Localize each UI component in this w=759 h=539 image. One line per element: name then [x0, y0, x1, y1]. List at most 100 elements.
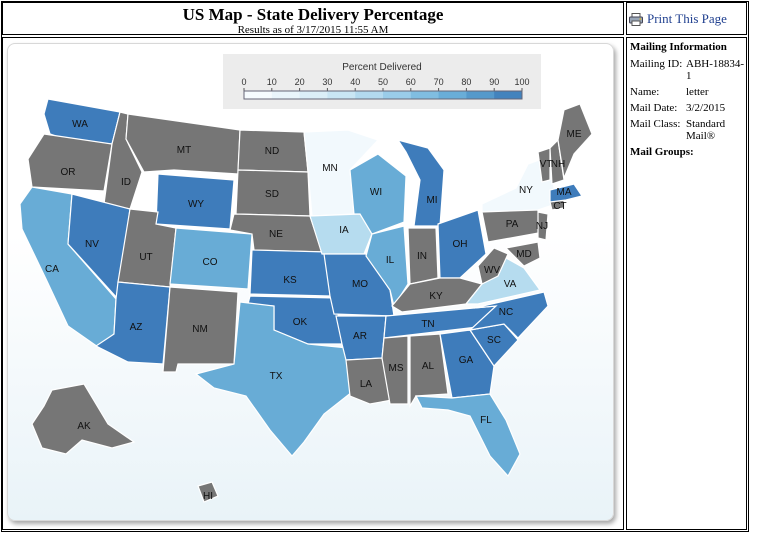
legend-tick-label: 50 — [378, 77, 388, 87]
state-nm[interactable] — [162, 286, 239, 373]
state-label: CA — [45, 264, 59, 275]
state-label: GA — [459, 355, 474, 366]
state-wi[interactable] — [349, 153, 407, 235]
info-label: Mail Date: — [630, 102, 678, 114]
legend-color-band — [383, 91, 412, 99]
legend-color-band — [327, 91, 356, 99]
legend-tick-label: 90 — [489, 77, 499, 87]
state-label: NJ — [536, 221, 548, 232]
state-nc[interactable] — [468, 291, 549, 339]
state-ga[interactable] — [439, 329, 495, 399]
state-label: NE — [269, 229, 283, 240]
state-ia[interactable] — [309, 213, 373, 255]
legend-tick-label: 0 — [241, 77, 246, 87]
state-label: ME — [567, 129, 582, 140]
state-tx[interactable] — [194, 301, 353, 457]
state-la[interactable] — [345, 357, 393, 405]
state-label: AL — [422, 361, 435, 372]
map-panel: Percent Delivered 0 10 20 30 40 50 60 70 80 90 100… — [7, 43, 614, 521]
state-label: MA — [557, 187, 572, 198]
state-co[interactable] — [169, 227, 253, 290]
state-label: NV — [85, 239, 99, 250]
state-label: NC — [499, 307, 513, 318]
legend-tick-label: 10 — [267, 77, 277, 87]
print-cell: Print This Page — [626, 2, 747, 35]
state-label: UT — [139, 252, 152, 263]
state-label: VT — [540, 159, 553, 170]
state-label: IL — [386, 255, 395, 266]
state-label: MD — [516, 249, 532, 260]
printer-icon — [629, 12, 643, 26]
info-value: letter — [686, 86, 709, 98]
state-label: ID — [121, 177, 131, 188]
state-label: OK — [293, 317, 308, 328]
report-frame — [1, 1, 749, 532]
state-al[interactable] — [409, 333, 449, 409]
state-label: MI — [426, 195, 437, 206]
legend-color-band — [494, 91, 523, 99]
legend-tick-label: 100 — [514, 77, 529, 87]
state-or[interactable] — [27, 133, 113, 192]
info-value: ABH-18834-1 — [686, 58, 745, 82]
legend-color-band — [410, 91, 440, 99]
legend-box — [223, 54, 541, 109]
legend-tick-label: 80 — [461, 77, 471, 87]
state-label: AK — [77, 421, 91, 432]
state-ks[interactable] — [249, 249, 331, 297]
state-label: WY — [188, 199, 204, 210]
state-label: MN — [322, 163, 338, 174]
state-label: AR — [353, 331, 367, 342]
state-me[interactable] — [557, 103, 593, 181]
legend-tick-label: 60 — [406, 77, 416, 87]
legend-tick-label: 70 — [434, 77, 444, 87]
state-label: OH — [453, 239, 468, 250]
state-mt[interactable] — [125, 113, 241, 175]
state-fl[interactable] — [415, 393, 521, 478]
state-label: TX — [270, 371, 283, 382]
legend-color-band — [299, 91, 328, 99]
state-label: WA — [72, 119, 88, 130]
info-row-name: Name: letter — [630, 86, 746, 98]
info-value: 3/2/2015 — [686, 102, 726, 114]
state-oh[interactable] — [437, 209, 487, 279]
info-row-mailing-id: Mailing ID: ABH-18834-1 — [630, 58, 746, 82]
state-label: WV — [484, 265, 500, 276]
print-page-link[interactable]: Print This Page — [629, 11, 746, 27]
state-label: AZ — [130, 322, 143, 333]
state-md[interactable] — [504, 241, 541, 267]
info-value: Standard Mail® — [686, 118, 726, 142]
state-wv[interactable] — [477, 247, 509, 285]
state-ma[interactable] — [549, 183, 583, 203]
state-label: FL — [480, 415, 492, 426]
legend-bar-outline — [243, 90, 523, 100]
state-mi[interactable] — [396, 139, 445, 227]
state-hi[interactable] — [197, 481, 219, 503]
legend-title: Percent Delivered — [342, 62, 421, 73]
state-label: MS — [389, 363, 404, 374]
legend-color-band — [271, 91, 301, 99]
state-label: SC — [487, 335, 501, 346]
state-ky[interactable] — [391, 277, 484, 313]
info-row-mail-date: Mail Date: 3/2/2015 — [630, 102, 746, 114]
mailing-info-heading: Mailing Information — [630, 41, 727, 53]
state-label: KS — [283, 275, 297, 286]
state-ak[interactable] — [31, 383, 136, 455]
state-label: ND — [265, 146, 279, 157]
report-header: US Map - State Delivery Percentage Resul… — [2, 2, 624, 36]
info-row-mail-class: Mail Class: Standard Mail® — [630, 118, 746, 142]
legend-color-band — [355, 91, 384, 99]
map-cell: Percent Delivered 0 10 20 30 40 50 60 70 80 90 100… — [2, 37, 624, 530]
state-ms[interactable] — [381, 335, 409, 405]
state-label: TN — [421, 319, 434, 330]
state-label: OR — [61, 167, 76, 178]
state-vt[interactable] — [537, 147, 551, 183]
state-label: HI — [203, 491, 213, 502]
info-label: Name: — [630, 86, 660, 98]
state-label: CT — [553, 201, 566, 212]
state-nh[interactable] — [549, 138, 565, 185]
mail-groups-label: Mail Groups: — [630, 146, 694, 158]
state-label: MT — [177, 145, 191, 156]
state-nj[interactable] — [537, 211, 549, 241]
state-label: VA — [504, 279, 517, 290]
state-label: WI — [370, 187, 382, 198]
